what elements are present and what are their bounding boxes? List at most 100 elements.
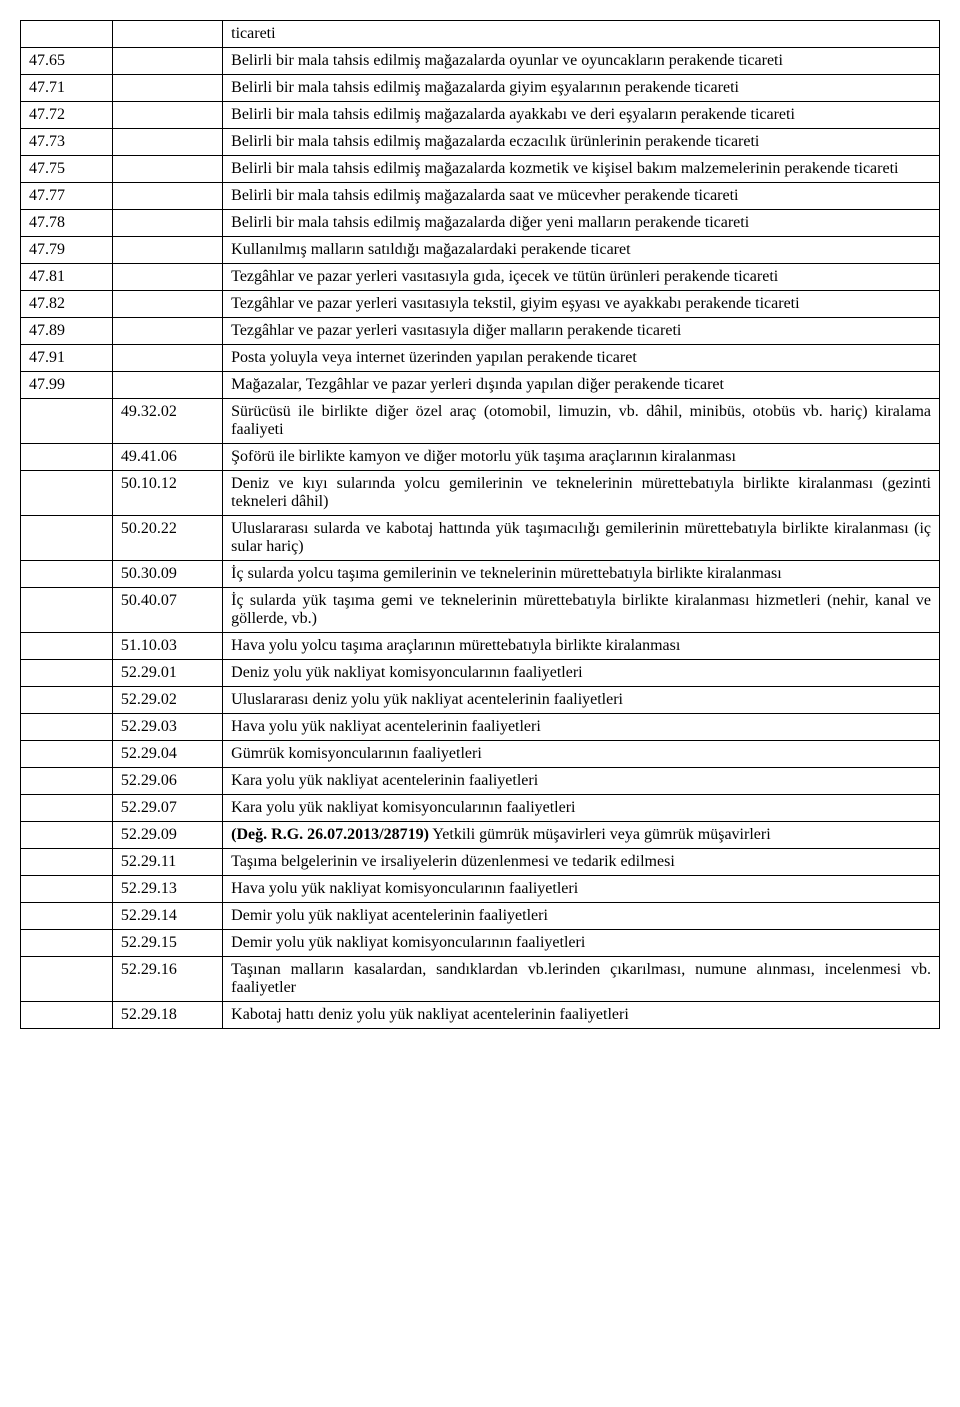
table-row: 47.71 Belirli bir mala tahsis edilmiş mağ… [21, 75, 940, 102]
description: Belirli bir mala tahsis edilmiş mağazala… [223, 102, 940, 129]
description: Mağazalar, Tezgâhlar ve pazar yerleri dı… [223, 372, 940, 399]
code-primary [21, 1002, 113, 1029]
code-primary: 47.99 [21, 372, 113, 399]
code-secondary [112, 291, 222, 318]
description: Demir yolu yük nakliyat komisyoncularını… [223, 930, 940, 957]
table-row: 52.29.16Taşınan malların kasalardan, san… [21, 957, 940, 1002]
table-row: 47.79 Kullanılmış malların satıldığı mağa… [21, 237, 940, 264]
description: Belirli bir mala tahsis edilmiş mağazala… [223, 75, 940, 102]
description: İç sularda yük taşıma gemi ve teknelerin… [223, 588, 940, 633]
description-rest: Yetkili gümrük müşavirleri veya gümrük m… [429, 826, 771, 843]
table-row: 47.72Belirli bir mala tahsis edilmiş mağ… [21, 102, 940, 129]
description: Uluslararası sularda ve kabotaj hattında… [223, 516, 940, 561]
code-secondary: 52.29.07 [112, 795, 222, 822]
table-row: 47.81Tezgâhlar ve pazar yerleri vasıtası… [21, 264, 940, 291]
code-secondary: 52.29.11 [112, 849, 222, 876]
description: Kara yolu yük nakliyat acentelerinin faa… [223, 768, 940, 795]
code-secondary [112, 129, 222, 156]
description: Tezgâhlar ve pazar yerleri vasıtasıyla d… [223, 318, 940, 345]
code-secondary: 52.29.13 [112, 876, 222, 903]
code-secondary: 50.30.09 [112, 561, 222, 588]
table-row: 52.29.15Demir yolu yük nakliyat komisyon… [21, 930, 940, 957]
table-row: 47.75 Belirli bir mala tahsis edilmiş mağ… [21, 156, 940, 183]
description: (Değ. R.G. 26.07.2013/28719) Yetkili güm… [223, 822, 940, 849]
description: Taşıma belgelerinin ve irsaliyelerin düz… [223, 849, 940, 876]
code-secondary: 52.29.02 [112, 687, 222, 714]
table-row: 47.91Posta yoluyla veya internet üzerind… [21, 345, 940, 372]
table-row: 47.77Belirli bir mala tahsis edilmiş mağ… [21, 183, 940, 210]
description: Deniz ve kıyı sularında yolcu gemilerini… [223, 471, 940, 516]
code-secondary: 52.29.09 [112, 822, 222, 849]
description: Kabotaj hattı deniz yolu yük nakliyat ac… [223, 1002, 940, 1029]
code-primary [21, 444, 113, 471]
code-primary [21, 516, 113, 561]
code-primary [21, 795, 113, 822]
description: Belirli bir mala tahsis edilmiş mağazala… [223, 129, 940, 156]
code-primary: 47.65 [21, 48, 113, 75]
code-secondary [112, 75, 222, 102]
description: Belirli bir mala tahsis edilmiş mağazala… [223, 183, 940, 210]
table-row: 52.29.13Hava yolu yük nakliyat komisyonc… [21, 876, 940, 903]
code-primary: 47.78 [21, 210, 113, 237]
table-row: 50.10.12Deniz ve kıyı sularında yolcu ge… [21, 471, 940, 516]
code-secondary: 52.29.18 [112, 1002, 222, 1029]
table-row: 47.99 Mağazalar, Tezgâhlar ve pazar yerle… [21, 372, 940, 399]
code-primary [21, 822, 113, 849]
code-secondary [112, 372, 222, 399]
table-row: 52.29.14Demir yolu yük nakliyat acentele… [21, 903, 940, 930]
description: Kara yolu yük nakliyat komisyoncularının… [223, 795, 940, 822]
code-secondary [112, 210, 222, 237]
table-row: 52.29.07Kara yolu yük nakliyat komisyonc… [21, 795, 940, 822]
code-secondary: 50.20.22 [112, 516, 222, 561]
code-primary: 47.79 [21, 237, 113, 264]
code-primary [21, 903, 113, 930]
code-primary: 47.71 [21, 75, 113, 102]
description: İç sularda yolcu taşıma gemilerinin ve t… [223, 561, 940, 588]
table-row: 52.29.11Taşıma belgelerinin ve irsaliyel… [21, 849, 940, 876]
code-secondary: 52.29.16 [112, 957, 222, 1002]
code-primary [21, 588, 113, 633]
description: Demir yolu yük nakliyat acentelerinin fa… [223, 903, 940, 930]
code-primary [21, 930, 113, 957]
code-primary: 47.75 [21, 156, 113, 183]
code-secondary: 52.29.15 [112, 930, 222, 957]
table-row: 49.32.02Sürücüsü ile birlikte diğer özel… [21, 399, 940, 444]
table-row: 52.29.04Gümrük komisyoncularının faaliye… [21, 741, 940, 768]
code-primary [21, 633, 113, 660]
code-secondary: 50.10.12 [112, 471, 222, 516]
code-secondary [112, 237, 222, 264]
table-row: 51.10.03Hava yolu yolcu taşıma araçların… [21, 633, 940, 660]
code-primary [21, 768, 113, 795]
table-row: 52.29.03Hava yolu yük nakliyat acenteler… [21, 714, 940, 741]
description: Kullanılmış malların satıldığı mağazalar… [223, 237, 940, 264]
code-secondary [112, 318, 222, 345]
table-row: 52.29.09(Değ. R.G. 26.07.2013/28719) Yet… [21, 822, 940, 849]
table-row: 52.29.06Kara yolu yük nakliyat acenteler… [21, 768, 940, 795]
code-primary [21, 471, 113, 516]
description: Gümrük komisyoncularının faaliyetleri [223, 741, 940, 768]
code-primary: 47.73 [21, 129, 113, 156]
description: Taşınan malların kasalardan, sandıklarda… [223, 957, 940, 1002]
description: Hava yolu yük nakliyat komisyoncularının… [223, 876, 940, 903]
code-secondary [112, 21, 222, 48]
description: Posta yoluyla veya internet üzerinden ya… [223, 345, 940, 372]
table-row: 52.29.02Uluslararası deniz yolu yük nakl… [21, 687, 940, 714]
table-row: 50.20.22Uluslararası sularda ve kabotaj … [21, 516, 940, 561]
code-secondary: 49.32.02 [112, 399, 222, 444]
code-primary: 47.89 [21, 318, 113, 345]
table-row: ticareti [21, 21, 940, 48]
description: ticareti [223, 21, 940, 48]
code-primary [21, 876, 113, 903]
code-secondary [112, 345, 222, 372]
code-secondary: 52.29.03 [112, 714, 222, 741]
description: Belirli bir mala tahsis edilmiş mağazala… [223, 156, 940, 183]
code-secondary [112, 102, 222, 129]
code-primary [21, 660, 113, 687]
description: Tezgâhlar ve pazar yerleri vasıtasıyla t… [223, 291, 940, 318]
code-primary [21, 561, 113, 588]
description: Hava yolu yolcu taşıma araçlarının müret… [223, 633, 940, 660]
code-secondary: 50.40.07 [112, 588, 222, 633]
code-primary [21, 21, 113, 48]
code-primary [21, 741, 113, 768]
code-secondary: 51.10.03 [112, 633, 222, 660]
